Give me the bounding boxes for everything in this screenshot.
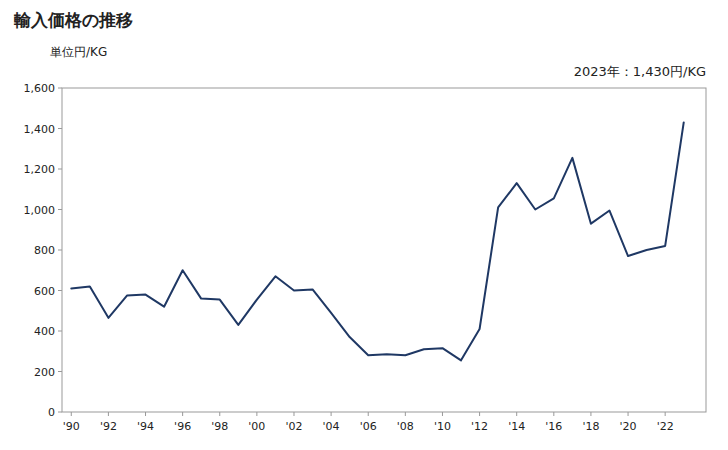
x-tick-label: '06 — [360, 420, 377, 433]
y-tick-label: 600 — [34, 285, 55, 298]
x-tick-label: '98 — [211, 420, 228, 433]
x-tick — [368, 412, 369, 416]
title: 輸入価格の推移 — [13, 10, 133, 30]
chart: 輸入価格の推移単位円/KG 2023年：1,430円/KG 0 200 400 600 80… — [0, 0, 728, 450]
x-tick-label: '20 — [620, 420, 637, 433]
x-tick-label: '96 — [174, 420, 191, 433]
x-tick — [405, 412, 406, 416]
y-tick-label: 200 — [34, 366, 55, 379]
x-tick — [590, 412, 591, 416]
x-tick — [71, 412, 72, 416]
y-tick — [58, 412, 62, 413]
x-tick — [331, 412, 332, 416]
plot-frame — [62, 88, 706, 412]
y-tick — [58, 209, 62, 210]
x-tick-label: '04 — [323, 420, 340, 433]
x-tick — [219, 412, 220, 416]
y-tick — [58, 128, 62, 129]
x-tick-label: '94 — [137, 420, 154, 433]
y-tick — [58, 331, 62, 332]
x-tick-label: '90 — [63, 420, 80, 433]
y-tick-label: 1,400 — [24, 123, 56, 136]
x-tick-label: '08 — [397, 420, 414, 433]
y-tick-label: 1,600 — [24, 82, 56, 95]
x-tick-label: '02 — [285, 420, 302, 433]
y-tick — [58, 371, 62, 372]
x-tick — [182, 412, 183, 416]
x-tick-label: '14 — [508, 420, 525, 433]
y-tick-label: 1,000 — [24, 204, 56, 217]
plot-area — [71, 122, 683, 360]
x-tick-label: '22 — [657, 420, 674, 433]
y-label: 単位円/KG — [50, 45, 107, 59]
y-tick-label: 800 — [34, 244, 55, 257]
annotation: 2023年：1,430円/KG — [574, 64, 706, 79]
y-tick — [58, 250, 62, 251]
x-tick — [479, 412, 480, 416]
y-tick-label: 0 — [48, 406, 55, 419]
x-tick-label: '18 — [582, 420, 599, 433]
x-tick — [628, 412, 629, 416]
y-tick — [58, 290, 62, 291]
x-tick — [256, 412, 257, 416]
x-tick-label: '92 — [100, 420, 117, 433]
x-tick — [293, 412, 294, 416]
y-tick — [58, 169, 62, 170]
y-tick — [58, 88, 62, 89]
x-tick-label: '12 — [471, 420, 488, 433]
y-tick-label: 1,200 — [24, 163, 56, 176]
line — [71, 122, 683, 360]
x-tick — [553, 412, 554, 416]
x-tick-label: '16 — [545, 420, 562, 433]
x-tick — [145, 412, 146, 416]
y-tick-label: 400 — [34, 325, 55, 338]
x-tick — [442, 412, 443, 416]
x-tick-label: '00 — [248, 420, 265, 433]
x-tick — [108, 412, 109, 416]
x-tick-label: '10 — [434, 420, 451, 433]
x-tick — [516, 412, 517, 416]
x-tick — [665, 412, 666, 416]
